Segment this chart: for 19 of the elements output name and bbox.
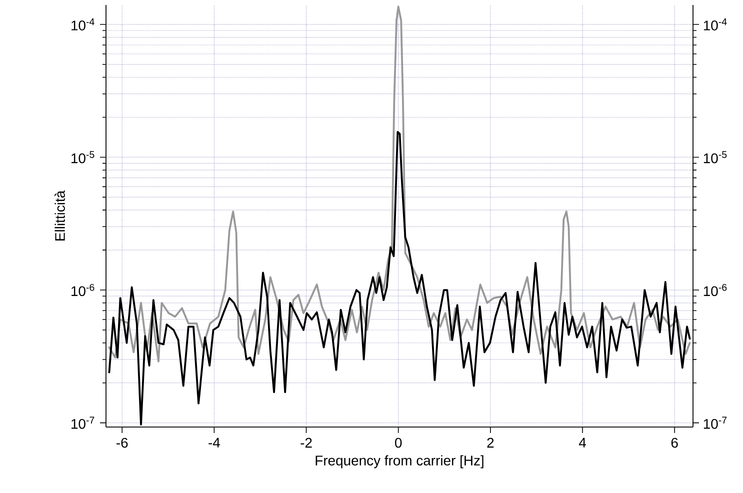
x-tick-label: -2 [300,438,312,448]
x-tick-label: 0 [395,438,402,448]
y-tick-label: 10$^{-6}$ [704,284,727,296]
x-axis-title: Frequency from carrier [Hz] [316,455,484,468]
y-tick-label: 10$^{-7}$ [704,416,727,429]
x-tick-label: 2 [487,438,494,448]
x-tick-label: 6 [671,438,678,448]
text: 10$^{-4}$ [72,18,94,30]
line-series [108,6,691,362]
x-tick-label: -4 [208,438,220,448]
x-tick-label: 4 [578,438,586,448]
text: 10$^{-7}$ [72,416,94,429]
y-tick-label: 10$^{-4}$ [704,18,727,30]
x-tick-label: -6 [116,438,128,448]
y-axis-title: Ellitticità [54,190,65,240]
y-tick-label: 10$^{-5}$ [704,151,727,164]
text: 10$^{-6}$ [72,284,94,296]
text: 10$^{-5}$ [72,151,94,164]
line-series [108,130,691,426]
